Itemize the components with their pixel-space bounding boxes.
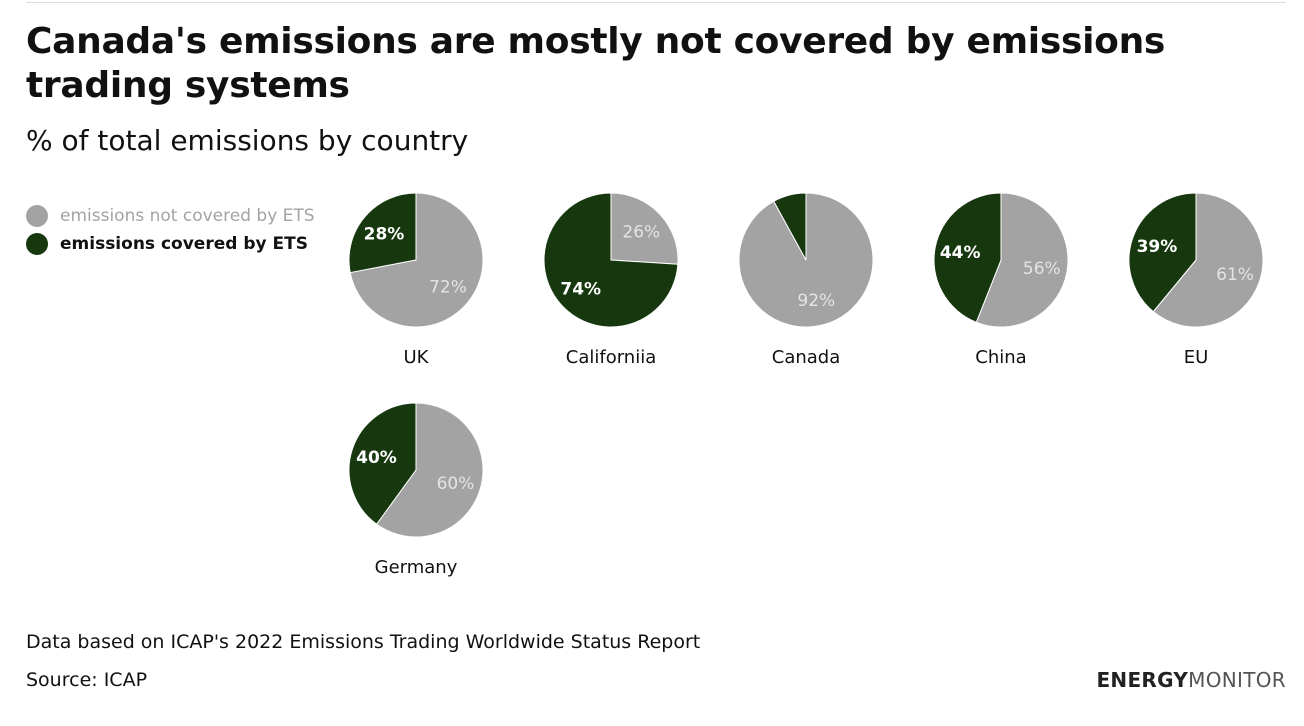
pie-category-label: Canada bbox=[772, 347, 841, 368]
data-label-not-covered: 61% bbox=[1216, 265, 1254, 285]
data-label-covered: 44% bbox=[940, 243, 981, 263]
legend-item-not-covered: emissions not covered by ETS bbox=[26, 202, 315, 230]
pie-category-label: Germany bbox=[375, 557, 458, 578]
legend-label: emissions not covered by ETS bbox=[60, 206, 315, 226]
energy-monitor-logo: ENERGYMONITOR bbox=[1096, 668, 1286, 692]
data-note: Data based on ICAP's 2022 Emissions Trad… bbox=[26, 631, 701, 653]
data-label-not-covered: 72% bbox=[429, 277, 467, 297]
pie-slice-covered bbox=[773, 192, 807, 261]
pie-slice-not-covered bbox=[975, 192, 1069, 328]
legend-swatch bbox=[26, 205, 48, 227]
legend-swatch bbox=[26, 233, 48, 255]
data-label-not-covered: 26% bbox=[622, 223, 660, 243]
pie-category-label: Californiia bbox=[566, 347, 656, 368]
divider bbox=[26, 2, 1286, 3]
data-label-covered: 74% bbox=[560, 279, 601, 299]
pie-category-label: China bbox=[975, 347, 1026, 368]
legend-item-covered: emissions covered by ETS bbox=[26, 230, 315, 258]
pie-slice-not-covered bbox=[610, 192, 679, 265]
pie-slice-not-covered bbox=[375, 402, 484, 538]
chart-subtitle: % of total emissions by country bbox=[26, 124, 469, 157]
logo-light: MONITOR bbox=[1188, 668, 1286, 692]
pie-slice-not-covered bbox=[1152, 192, 1264, 328]
pie-slice-covered bbox=[348, 192, 417, 274]
source-note: Source: ICAP bbox=[26, 669, 148, 691]
data-label-not-covered: 60% bbox=[437, 474, 475, 494]
pie-category-label: EU bbox=[1184, 347, 1209, 368]
data-label-not-covered: 56% bbox=[1023, 259, 1061, 279]
pie-slice-covered bbox=[543, 192, 679, 328]
data-label-covered: 28% bbox=[364, 225, 405, 245]
data-label-covered: 39% bbox=[1137, 237, 1178, 257]
legend-label: emissions covered by ETS bbox=[60, 234, 308, 254]
chart-title: Canada's emissions are mostly not covere… bbox=[26, 21, 1166, 106]
pie-slice-covered bbox=[348, 402, 417, 525]
legend: emissions not covered by ETS emissions c… bbox=[26, 202, 315, 258]
logo-bold: ENERGY bbox=[1096, 668, 1189, 692]
data-label-not-covered: 92% bbox=[797, 291, 835, 311]
pie-slice-covered bbox=[933, 192, 1002, 323]
pie-category-label: UK bbox=[404, 347, 430, 368]
pie-slice-not-covered bbox=[349, 192, 484, 328]
data-label-covered: 40% bbox=[356, 448, 397, 468]
pie-slice-covered bbox=[1128, 192, 1197, 313]
